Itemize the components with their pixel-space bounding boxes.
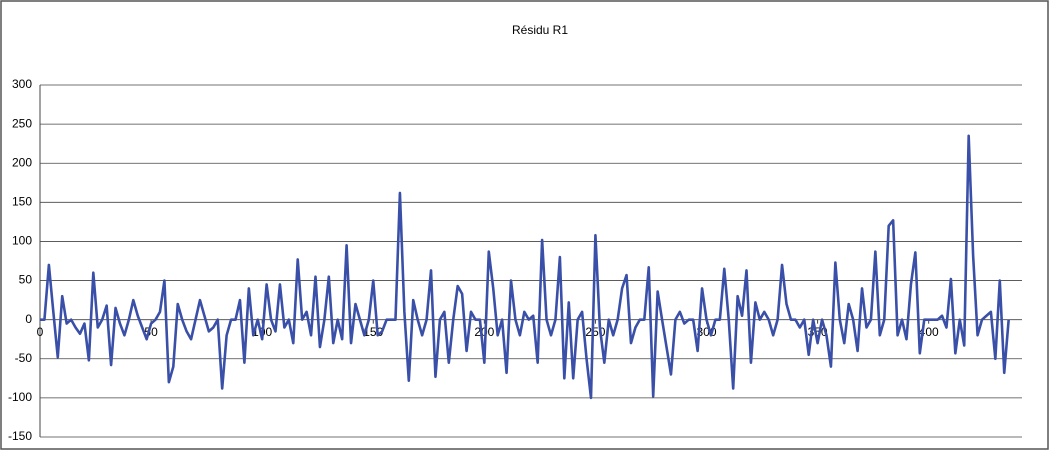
- y-tick-label: -150: [8, 429, 32, 443]
- y-tick-label: 150: [12, 195, 32, 209]
- y-tick-label: 300: [12, 77, 32, 91]
- data-line: [40, 134, 1010, 400]
- y-tick-label: 250: [12, 116, 32, 130]
- y-tick-label: -100: [8, 390, 32, 404]
- y-tick-label: 0: [25, 312, 32, 326]
- x-tick-label: 0: [37, 325, 44, 339]
- y-tick-label: 100: [12, 234, 32, 248]
- x-tick-label: 250: [585, 325, 605, 339]
- y-tick-label: 50: [19, 273, 33, 287]
- chart-title: Résidu R1: [512, 23, 568, 37]
- y-tick-label: 200: [12, 155, 32, 169]
- y-tick-label: -50: [15, 351, 33, 365]
